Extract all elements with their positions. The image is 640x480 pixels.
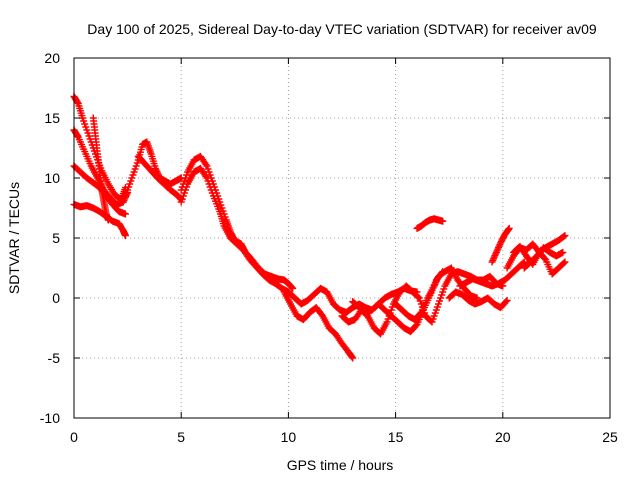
data-point-interp — [541, 254, 549, 262]
axis-ticks: 0 5 10 15 20 25 -10 -5 0 5 10 15 20 — [40, 50, 618, 445]
data-point-interp — [490, 253, 498, 261]
data-point-interp — [493, 247, 501, 255]
data-point — [151, 164, 159, 172]
data-point — [439, 217, 447, 225]
data-point-interp — [492, 250, 500, 258]
y-tick-label: -10 — [40, 410, 60, 426]
data-point-interp — [414, 293, 422, 301]
data-point — [492, 248, 500, 256]
data-point — [121, 210, 129, 218]
data-point — [561, 258, 569, 266]
grid-lines — [74, 58, 610, 418]
series-track-21 — [520, 244, 567, 272]
x-tick-label: 10 — [281, 429, 297, 445]
data-point — [349, 354, 357, 362]
data-point — [430, 282, 438, 290]
data-point-interp — [502, 298, 510, 306]
data-point — [505, 224, 513, 232]
data-point-interp — [489, 256, 497, 264]
data-point-interp — [348, 353, 356, 361]
data-point-interp — [74, 132, 82, 140]
y-tick-label: -5 — [48, 350, 61, 366]
series-track-15 — [413, 215, 447, 232]
data-point-interp — [560, 259, 568, 267]
data-point — [561, 232, 569, 240]
data-point-interp — [412, 322, 420, 330]
x-tick-label: 20 — [495, 429, 511, 445]
data-point-interp — [431, 280, 439, 288]
y-tick-label: 5 — [52, 230, 60, 246]
data-point-interp — [288, 284, 296, 292]
data-point — [289, 284, 297, 292]
data-point-interp — [495, 242, 503, 250]
data-point — [104, 216, 112, 224]
y-axis-label: SDTVAR / TECUs — [6, 182, 22, 294]
series-track-17 — [445, 288, 511, 312]
data-point-interp — [74, 98, 82, 106]
data-point-interp — [433, 276, 441, 284]
y-tick-label: 15 — [44, 110, 60, 126]
series-track-16 — [456, 258, 528, 290]
x-tick-label: 0 — [70, 429, 78, 445]
data-point-interp — [432, 277, 440, 285]
data-point-interp — [495, 244, 503, 252]
series-track-20 — [510, 242, 569, 278]
data-point-interp — [432, 279, 440, 287]
data-point-interp — [491, 252, 499, 260]
data-point-interp — [490, 255, 498, 263]
data-point — [559, 248, 567, 256]
data-point-interp — [202, 160, 210, 168]
x-tick-label: 25 — [602, 429, 618, 445]
data-point-interp — [287, 283, 295, 291]
x-axis-label: GPS time / hours — [287, 457, 394, 473]
data-point-interp — [120, 196, 128, 204]
series-track-18 — [488, 224, 513, 266]
x-tick-label: 5 — [177, 429, 185, 445]
data-point — [503, 296, 511, 304]
data-point-interp — [560, 232, 568, 240]
data-point-interp — [416, 310, 424, 318]
series-track-5 — [89, 114, 112, 224]
data-point-interp — [505, 225, 513, 233]
data-point-interp — [202, 172, 210, 180]
y-tick-label: 0 — [52, 290, 60, 306]
y-tick-label: 10 — [44, 170, 60, 186]
data-point — [119, 198, 127, 206]
series-track-14 — [392, 264, 481, 324]
data-point — [488, 258, 496, 266]
data-point-interp — [494, 245, 502, 253]
y-tick-label: 20 — [44, 50, 60, 66]
chart-title: Day 100 of 2025, Sidereal Day-to-day VTE… — [87, 21, 597, 37]
data-point — [121, 232, 129, 240]
series-track-10 — [280, 288, 357, 362]
data-points — [70, 92, 569, 362]
x-tick-label: 15 — [388, 429, 404, 445]
